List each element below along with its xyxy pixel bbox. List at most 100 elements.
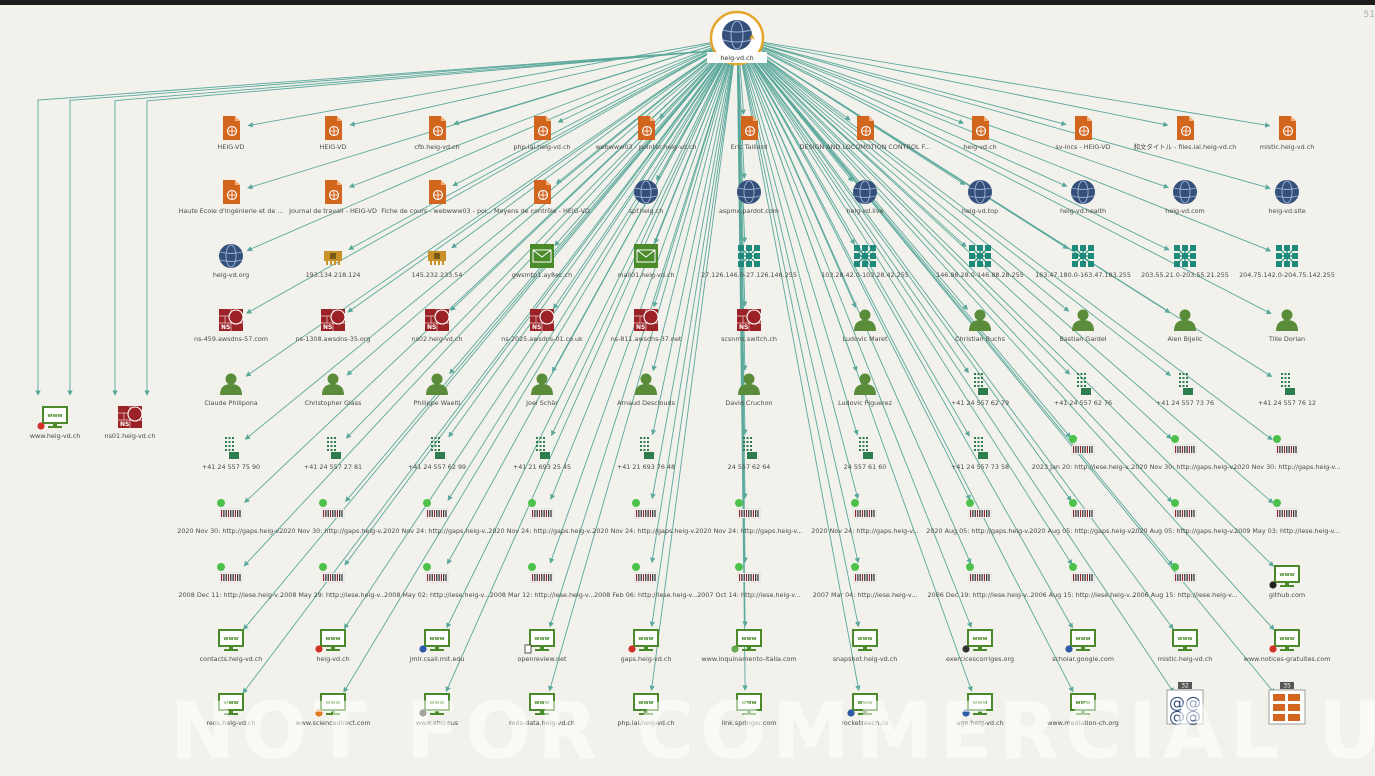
graph-node-web[interactable]: www mistic.heig-vd.ch (1158, 629, 1213, 663)
graph-node-web[interactable]: www snapshot.heig-vd.ch (833, 629, 898, 663)
graph-node-phone[interactable]: +41 24 557 27 81 (304, 437, 362, 471)
graph-node-archive[interactable]: 2020 Nov 30: http://gaps.heig-v... (1233, 435, 1341, 471)
graph-node-ns[interactable]: NS ns01.heig-vd.ch (105, 406, 156, 440)
graph-node-web[interactable]: www www.heig-vd.ch (30, 406, 81, 440)
graph-node-doc[interactable]: HEIG-VD (320, 116, 347, 151)
graph-node-web[interactable]: www link.springer.com (722, 693, 777, 727)
graph-node-phone[interactable]: +41 24 557 75 90 (202, 437, 260, 471)
graph-node-archive[interactable]: 2008 May 29: http://iese.heig-v... (280, 563, 386, 599)
graph-node-doc[interactable]: heig-vd.ch (963, 116, 997, 151)
graph-node-net[interactable]: 146.88.28.0-146.88.28.255 (936, 245, 1024, 279)
graph-node-person[interactable]: Alen Bijelic (1167, 309, 1203, 344)
graph-node-archive[interactable]: 2020 Nov 24: http://gaps.heig-v... (811, 499, 919, 535)
graph-node-archive[interactable]: 2020 Nov 24: http://gaps.heig-v... (488, 499, 596, 535)
graph-node-globe[interactable]: spf.heig.ch (629, 180, 664, 215)
graph-node-archive[interactable]: 2020 Aug 05: http://gaps.heig-v... (1131, 499, 1239, 535)
graph-node-person[interactable]: Ludovic Maret (843, 309, 888, 344)
graph-node-web[interactable]: www age.heig-vd.ch (956, 693, 1004, 727)
graph-node-web[interactable]: www www.mediation-ch.org (1047, 693, 1119, 727)
graph-node-web[interactable]: www php.iai.heig-vd.ch (617, 693, 675, 727)
graph-node-ns[interactable]: NS ns-459.awsdns-57.com (194, 309, 268, 343)
graph-node-net[interactable]: 103.28.42.0-103.28.42.255 (821, 245, 909, 279)
graph-node-ns[interactable]: NS ns-2025.awsdns-01.co.uk (501, 309, 583, 343)
graph-node-archive[interactable]: 2020 Nov 24: http://gaps.heig-v... (383, 499, 491, 535)
graph-node-doc[interactable]: webwww03 - pointer.heig-vd.ch (595, 116, 697, 151)
graph-node-archive[interactable]: 2020 Nov 30: http://gaps.heig-v... (1131, 435, 1239, 471)
graph-node-archive[interactable]: 2020 Nov 30: http://gaps.heig-v... (279, 499, 387, 535)
graph-node-doc[interactable]: 和文タイトル - files.iai.heig-vd.ch (1134, 116, 1237, 151)
graph-node-archive[interactable]: 2023 Jan 20: http://iese.heig-v... (1032, 435, 1134, 471)
graph-node-globe[interactable]: heig-vd.org (213, 244, 249, 279)
graph-node-globe[interactable]: aspmx.pardot.com (719, 180, 779, 215)
graph-node-phone[interactable]: 24 557 61 60 (844, 437, 887, 471)
graph-node-archive[interactable]: 2007 Oct 14: http://iese.heig-v... (697, 563, 801, 599)
graph-node-archive[interactable]: 2008 Mar 12: http://iese.heig-v... (490, 563, 595, 599)
graph-node-phone[interactable]: +41 24 557 62 79 (951, 373, 1009, 407)
graph-node-web[interactable]: www www.sciencedirect.com (295, 693, 371, 727)
graph-node-ns[interactable]: NS ns02.heig-vd.ch (412, 309, 463, 343)
graph-node-person[interactable]: Ludovic Piguerez (838, 373, 893, 408)
graph-node-globe[interactable]: heig-vd.live (846, 180, 884, 215)
graph-node-net[interactable]: 27.126.146.0-27.126.146.255 (701, 245, 797, 279)
graph-node-archive[interactable]: 2020 Nov 30: http://gaps.heig-v... (177, 499, 285, 535)
graph-node-doc[interactable]: Haute Ecole d'Ingénierie et de ... (179, 180, 284, 215)
graph-node-archive[interactable]: 2006 Aug 15: http://iese.heig-v... (1030, 563, 1136, 599)
graph-node-globe[interactable]: heig-vd.top (962, 180, 998, 215)
graph-node-web[interactable]: www exercicescorriges.org (946, 629, 1014, 663)
graph-node-web[interactable]: www rocketreach.co (841, 693, 889, 727)
graph-node-archive[interactable]: 2008 Feb 06: http://iese.heig-v... (594, 563, 698, 599)
graph-node-web[interactable]: www gaps.heig-vd.ch (621, 629, 672, 663)
graph-node-globe[interactable]: heig-vd.com (1165, 180, 1205, 215)
graph-node-archive-group[interactable]: 35 (1268, 682, 1306, 725)
graph-node-web[interactable]: www www.ehu.eus (416, 693, 459, 727)
graph-node-globe[interactable]: heig-vd.health (1060, 180, 1106, 215)
graph-node-phone[interactable]: +41 24 557 73 58 (951, 437, 1009, 471)
graph-node-archive[interactable]: 2008 Dec 11: http://iese.heig-v... (179, 563, 284, 599)
graph-node-archive[interactable]: 2020 Nov 24: http://gaps.heig-v... (695, 499, 803, 535)
graph-node-archive[interactable]: 2020 Aug 05: http://gaps.heig-v... (926, 499, 1034, 535)
graph-node-net[interactable]: 203.55.21.0-203.55.21.255 (1141, 245, 1229, 279)
graph-node-web[interactable]: www reds.heig-vd.ch (206, 693, 256, 727)
graph-node-archive[interactable]: 2006 Dec 19: http://iese.heig-v... (928, 563, 1033, 599)
graph-node-globe[interactable]: heig-vd.site (1268, 180, 1306, 215)
graph-node-doc[interactable]: DESIGN AND LOCOMOTION CONTROL F... (800, 116, 931, 151)
graph-node-phone[interactable]: +41 21 693 25 45 (513, 437, 571, 471)
graph-node-doc[interactable]: HEIG-VD (218, 116, 245, 151)
graph-node-web[interactable]: www reds-data.heig-vd.ch (509, 693, 575, 727)
graph-node-doc[interactable]: cfb.heig-vd.ch (414, 116, 460, 151)
graph-node-web[interactable]: www jmlr.csail.mit.edu (409, 629, 465, 663)
graph-node-person[interactable]: Bastian Gardel (1059, 309, 1107, 344)
graph-node-nic[interactable]: 193.134.218.124 (306, 251, 361, 279)
graph-node-doc[interactable]: sv-incs - HEIG-VD (1055, 116, 1111, 151)
root-node[interactable]: heig-vd.ch (707, 10, 767, 66)
graph-node-doc[interactable]: Fiche de cours - webwww03 - poi... (381, 180, 493, 215)
graph-node-email-group[interactable]: @@@@32 (1166, 682, 1204, 726)
graph-node-net[interactable]: 163.47.180.0-163.47.183.255 (1035, 245, 1131, 279)
graph-node-person[interactable]: Claude Philipona (204, 373, 258, 408)
graph-node-net[interactable]: 204.75.142.0-204.75.142.255 (1239, 245, 1335, 279)
graph-node-person[interactable]: Joel Schär (525, 373, 558, 408)
graph-node-doc[interactable]: mistic.heig-vd.ch (1260, 116, 1315, 151)
graph-node-nic[interactable]: 145.232.233.54 (412, 251, 463, 279)
graph-node-web[interactable]: www scholar.google.com (1052, 629, 1114, 663)
graph-node-doc[interactable]: Journal de travail - HEIG-VD (288, 180, 377, 215)
graph-node-phone[interactable]: 24 557 62 64 (728, 437, 771, 471)
graph-node-person[interactable]: Tille Dorian (1268, 309, 1305, 344)
graph-node-phone[interactable]: +41 24 557 73 76 (1156, 373, 1214, 407)
graph-node-archive[interactable]: 2020 Aug 05: http://gaps.heig-v... (1029, 499, 1137, 535)
graph-node-person[interactable]: Philippe Waelti (413, 373, 461, 408)
graph-node-doc[interactable]: Moyens de contrôle - HEIG-VD (494, 180, 590, 215)
graph-node-phone[interactable]: +41 24 557 62 99 (408, 437, 466, 471)
graph-node-ns[interactable]: NS ns-1308.awsdns-35.org (296, 309, 371, 343)
graph-node-phone[interactable]: +41 24 557 76 12 (1258, 373, 1316, 407)
graph-node-archive[interactable]: 2006 Aug 15: http://iese.heig-v... (1132, 563, 1238, 599)
graph-node-person[interactable]: Christian Buchs (955, 309, 1006, 344)
graph-node-web[interactable]: www github.com (1269, 565, 1305, 599)
graph-node-phone[interactable]: +41 21 693 76 48 (617, 437, 675, 471)
graph-node-web[interactable]: www www.notices-gratuites.com (1244, 629, 1331, 663)
graph-node-person[interactable]: Christopher Glass (305, 373, 362, 408)
graph-node-web[interactable]: www contacts.heig-vd.ch (200, 629, 263, 663)
graph-node-mx[interactable]: mail01.heig-vd.ch (617, 244, 675, 279)
graph-node-doc[interactable]: Eric Taillard (731, 116, 768, 151)
graph-node-ns[interactable]: NS scsnms.switch.ch (721, 309, 777, 343)
